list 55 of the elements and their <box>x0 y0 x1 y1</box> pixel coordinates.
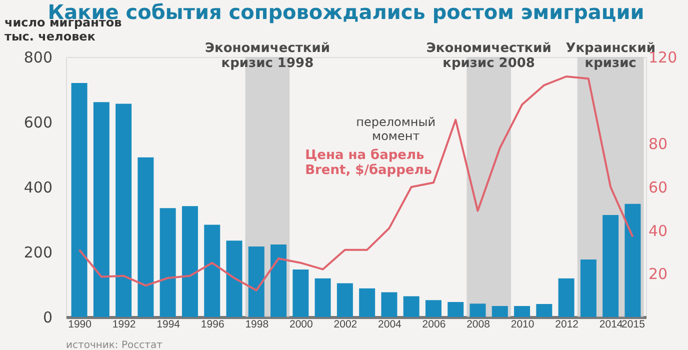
x-tick-label: 1996 <box>200 318 224 330</box>
x-tick-label: 2014 <box>599 318 623 330</box>
x-tick-label: 1992 <box>112 318 136 330</box>
x-tick-label: 2012 <box>555 318 579 330</box>
bar <box>138 157 154 317</box>
text: источник: Росстат <box>66 340 163 350</box>
bar <box>182 206 198 317</box>
bar <box>336 283 353 317</box>
x-tick-label: 2004 <box>378 318 402 330</box>
x-tick-label: 1994 <box>156 318 180 330</box>
bar <box>93 102 110 317</box>
bar <box>448 302 464 317</box>
bar <box>160 208 176 317</box>
bar <box>602 214 619 317</box>
x-tick-label: 2008 <box>466 318 490 330</box>
bar <box>71 83 88 317</box>
bar <box>624 204 641 317</box>
bar <box>204 224 220 317</box>
y2-tick-label: 60 <box>648 178 668 196</box>
bar <box>314 278 331 317</box>
bar <box>270 244 287 317</box>
x-tick-label: 2000 <box>289 318 313 330</box>
x-tick-label: 2010 <box>510 318 534 330</box>
bar <box>536 304 552 317</box>
y-tick-label: 800 <box>24 48 52 66</box>
bar <box>514 306 530 317</box>
y-tick-label: 600 <box>24 114 52 132</box>
bar <box>492 306 508 317</box>
y2-tick-label: 20 <box>648 265 668 284</box>
line-series <box>78 76 634 292</box>
x-tick-label: 2015 <box>622 318 646 330</box>
series-label: Цена на барель Brent, $/баррель <box>305 148 432 178</box>
x-tick-label: 2002 <box>334 318 358 330</box>
bar <box>381 292 398 317</box>
bar <box>403 296 420 317</box>
band-label: Экономичесткий кризис 2008 <box>426 41 552 71</box>
annotation: переломный момент <box>356 115 436 143</box>
y-tick-label: 0 <box>42 308 52 326</box>
y-tick-label: 400 <box>24 178 52 196</box>
y2-tick-label: 80 <box>648 135 668 154</box>
bar <box>359 288 376 317</box>
band-label: Экономичесткий кризис 1998 <box>204 41 330 71</box>
bar <box>248 246 264 317</box>
bar <box>580 259 596 317</box>
x-tick-label: 1998 <box>245 318 269 330</box>
bar <box>425 300 442 317</box>
bar <box>292 270 309 317</box>
bar <box>558 278 574 317</box>
bar <box>470 304 486 317</box>
y2-tick-label: 40 <box>648 222 668 240</box>
x-tick-label: 1990 <box>68 318 92 330</box>
y-tick-label: 200 <box>24 244 52 262</box>
bar <box>226 240 242 317</box>
bar <box>116 104 132 317</box>
x-tick-label: 2006 <box>422 318 446 330</box>
